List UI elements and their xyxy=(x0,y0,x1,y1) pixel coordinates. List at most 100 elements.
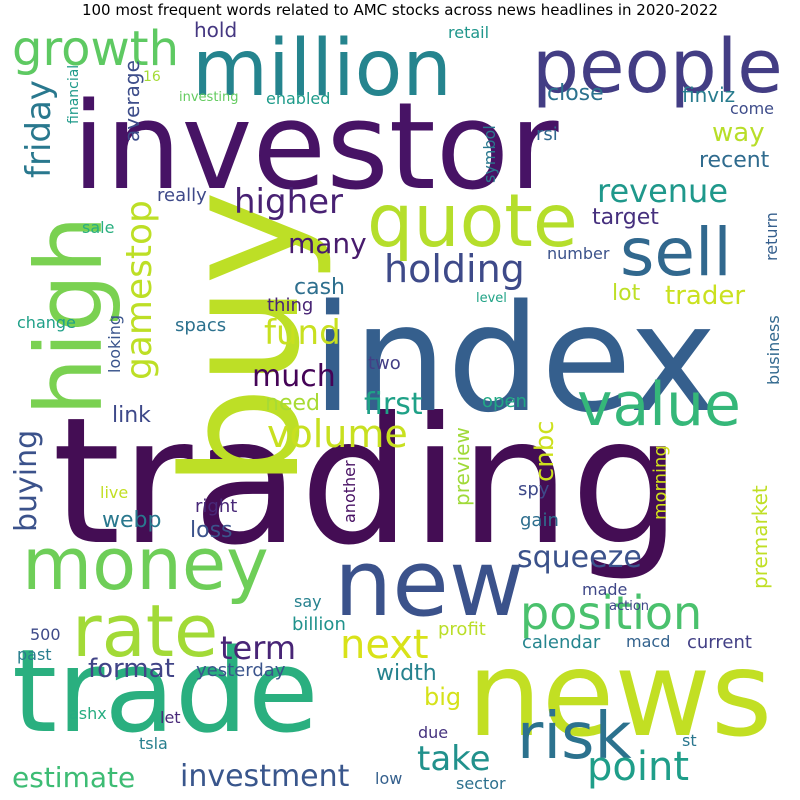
cloud-word-hold: hold xyxy=(194,20,238,42)
cloud-word-news: news xyxy=(467,625,773,763)
cloud-word-recent: recent xyxy=(699,148,770,173)
cloud-word-st: st xyxy=(682,731,697,750)
cloud-word-need: need xyxy=(265,391,320,416)
cloud-word-tsla: tsla xyxy=(139,734,168,753)
cloud-word-calendar: calendar xyxy=(522,632,601,653)
cloud-word-enabled: enabled xyxy=(266,89,331,108)
cloud-word-close: close xyxy=(547,81,604,106)
cloud-word-investor: investor xyxy=(72,78,559,217)
cloud-word-current: current xyxy=(687,632,752,653)
cloud-word-two: two xyxy=(368,353,401,374)
cloud-word-profit: profit xyxy=(438,619,486,640)
cloud-word-fund: fund xyxy=(264,313,341,353)
cloud-word-take: take xyxy=(417,739,491,779)
cloud-word-money: money xyxy=(22,522,269,606)
cloud-word-500: 500 xyxy=(30,625,61,644)
cloud-word-past: past xyxy=(17,645,52,664)
cloud-word-yesterday: yesterday xyxy=(196,660,286,681)
cloud-word-business: business xyxy=(764,315,783,385)
cloud-word-target: target xyxy=(592,205,659,230)
cloud-word-right: right xyxy=(195,496,238,517)
cloud-word-live: live xyxy=(100,483,129,502)
cloud-word-link: link xyxy=(112,403,151,428)
cloud-word-gain: gain xyxy=(520,510,559,531)
cloud-word-due: due xyxy=(418,723,449,742)
chart-title: 100 most frequent words related to AMC s… xyxy=(81,1,719,19)
cloud-word-growth: growth xyxy=(12,21,180,77)
word-cloud: trading index investor buy news trade money new… xyxy=(12,20,788,796)
cloud-word-financial: financial xyxy=(66,64,82,124)
cloud-word-rate: rate xyxy=(72,589,219,673)
cloud-word-higher: higher xyxy=(234,182,344,222)
cloud-word-next: next xyxy=(340,622,429,668)
cloud-word-really: really xyxy=(157,185,207,206)
cloud-word-preview: preview xyxy=(450,427,474,506)
cloud-word-premarket: premarket xyxy=(748,485,772,589)
cloud-word-spy: spy xyxy=(518,479,550,500)
cloud-word-rsi: rsi xyxy=(536,124,558,145)
cloud-word-first: first xyxy=(364,387,423,422)
cloud-word-index: index xyxy=(312,273,717,445)
cloud-word-billion: billion xyxy=(292,614,346,635)
cloud-word-point: point xyxy=(587,744,690,790)
cloud-word-16: 16 xyxy=(143,69,161,85)
cloud-word-let: let xyxy=(160,708,181,727)
cloud-word-symbol: symbol xyxy=(480,125,499,183)
cloud-word-cnbc: cnbc xyxy=(530,420,560,482)
cloud-word-return: return xyxy=(762,212,781,261)
cloud-word-term: term xyxy=(220,629,296,667)
cloud-word-friday: friday xyxy=(19,80,59,178)
cloud-word-much: much xyxy=(252,359,336,394)
cloud-word-lot: lot xyxy=(612,281,641,306)
cloud-word-trader: trader xyxy=(665,281,746,311)
cloud-word-holding: holding xyxy=(384,247,525,291)
cloud-word-million: million xyxy=(192,24,452,114)
cloud-word-gamestop: gamestop xyxy=(119,200,160,380)
cloud-word-action: action xyxy=(609,599,650,614)
cloud-word-value: value xyxy=(577,370,741,440)
cloud-word-loss: loss xyxy=(190,518,233,543)
cloud-word-made: made xyxy=(582,580,628,599)
cloud-word-investing: investing xyxy=(179,90,239,105)
cloud-word-width: width xyxy=(376,661,437,686)
cloud-word-quote: quote xyxy=(367,179,578,264)
cloud-word-level: level xyxy=(476,291,507,306)
cloud-word-trading: trading xyxy=(52,381,682,584)
cloud-word-finviz: finviz xyxy=(682,83,736,107)
cloud-word-new: new xyxy=(334,530,525,637)
cloud-word-people: people xyxy=(532,24,783,110)
cloud-word-squeeze: squeeze xyxy=(517,540,642,575)
cloud-word-many: many xyxy=(288,227,367,260)
cloud-word-retail: retail xyxy=(448,23,490,42)
cloud-word-spacs: spacs xyxy=(175,315,227,336)
cloud-word-low: low xyxy=(375,769,403,788)
cloud-word-another: another xyxy=(340,460,359,523)
cloud-word-format: format xyxy=(88,654,175,684)
cloud-word-macd: macd xyxy=(626,632,671,651)
cloud-word-way: way xyxy=(712,118,765,148)
cloud-word-thing: thing xyxy=(267,295,314,316)
cloud-word-estimate: estimate xyxy=(12,761,136,794)
cloud-word-open: open xyxy=(482,391,527,412)
cloud-word-investment: investment xyxy=(180,759,350,794)
cloud-word-average: average xyxy=(120,60,144,142)
cloud-word-cash: cash xyxy=(294,275,345,300)
cloud-word-risk: risk xyxy=(517,700,632,774)
cloud-word-change: change xyxy=(17,313,76,332)
cloud-word-webp: webp xyxy=(102,508,162,533)
cloud-word-morning: morning xyxy=(650,445,671,520)
cloud-word-trade: trade xyxy=(12,625,319,759)
cloud-word-big: big xyxy=(424,683,462,711)
cloud-word-position: position xyxy=(520,586,703,640)
cloud-word-sell: sell xyxy=(620,214,732,291)
cloud-word-buying: buying xyxy=(12,429,44,532)
cloud-word-number: number xyxy=(547,244,610,263)
cloud-word-say: say xyxy=(294,592,322,611)
cloud-word-ashx: ashx xyxy=(69,704,107,723)
cloud-word-sector: sector xyxy=(456,774,506,793)
cloud-word-revenue: revenue xyxy=(597,172,729,210)
cloud-word-sale: sale xyxy=(82,218,115,237)
cloud-word-volume: volume xyxy=(267,412,408,456)
cloud-word-come: come xyxy=(730,99,775,118)
cloud-word-looking: looking xyxy=(105,314,124,373)
